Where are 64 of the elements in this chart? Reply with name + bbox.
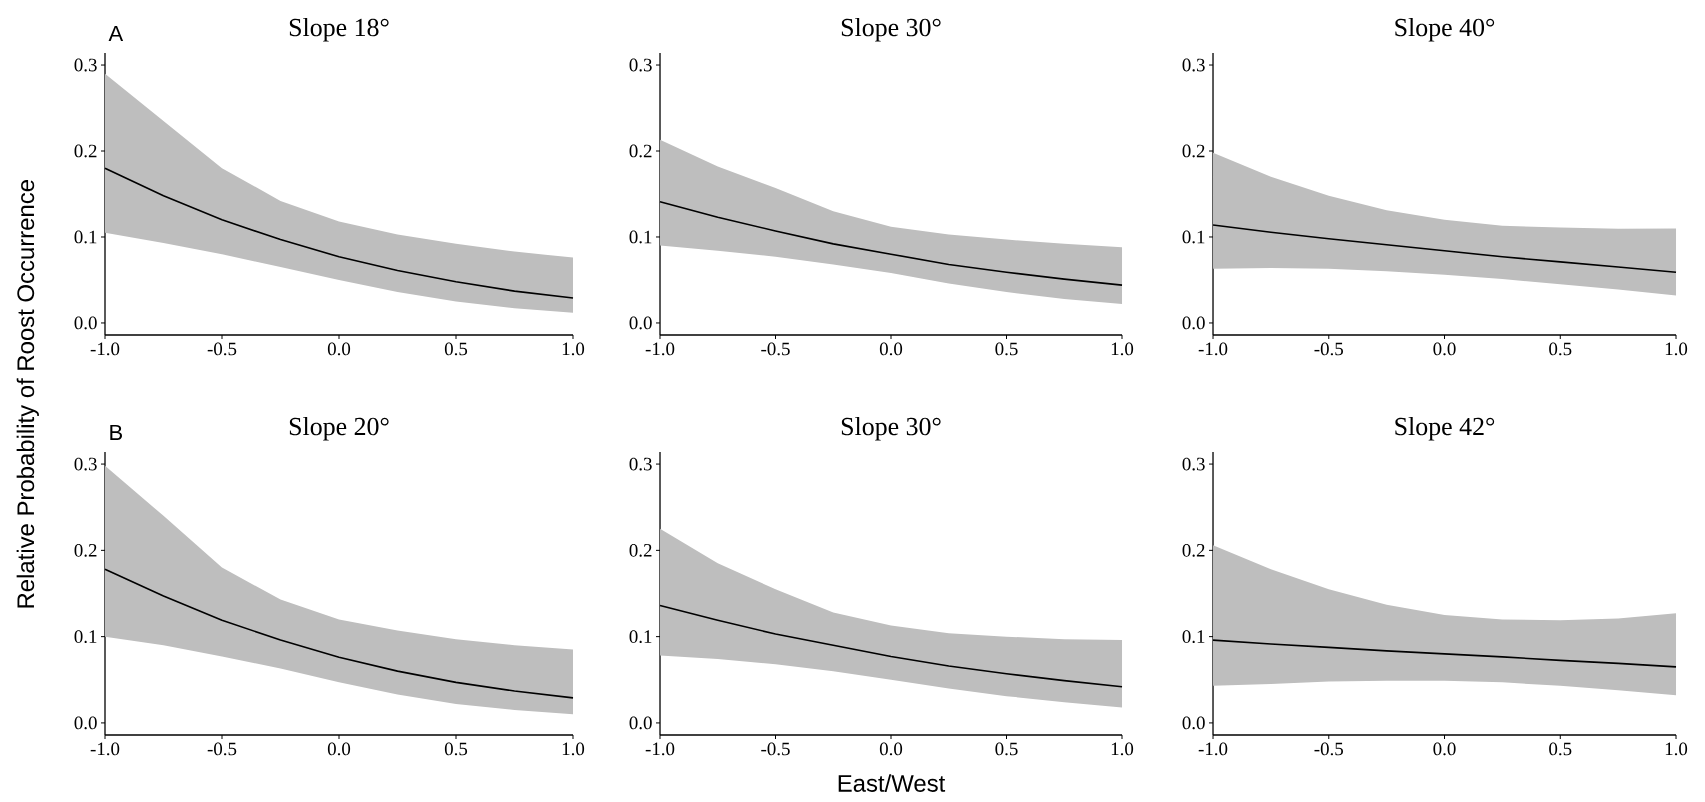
y-tick-label: 0.3 — [629, 58, 652, 72]
y-tick-label: 0.3 — [629, 457, 652, 471]
chart-title: Slope 42° — [1395, 417, 1495, 441]
x-tick-label: 0.5 — [444, 342, 468, 356]
x-tick-label: -0.5 — [207, 342, 237, 356]
x-tick-label: 1.0 — [1111, 742, 1134, 756]
x-tick-label: 0.5 — [995, 742, 1018, 756]
y-tick-label: 0.1 — [1182, 230, 1205, 244]
x-tick-label: -1.0 — [90, 742, 120, 756]
y-tick-label: 0.3 — [74, 58, 97, 72]
x-tick-label: -1.0 — [645, 342, 675, 356]
x-tick-label: 1.0 — [1111, 342, 1134, 356]
chart-title: Slope 18° — [289, 18, 389, 42]
y-tick-label: 0.0 — [629, 316, 652, 330]
x-tick-label: 0.5 — [1549, 742, 1572, 756]
x-tick-label: 1.0 — [1665, 742, 1688, 756]
y-tick-label: 0.2 — [629, 543, 652, 557]
x-tick-label: 0.5 — [1549, 342, 1572, 356]
text: B — [110, 424, 122, 440]
x-tick-label: 0.5 — [444, 742, 468, 756]
x-tick-label: -1.0 — [90, 342, 120, 356]
chart-title: Slope 20° — [289, 417, 389, 441]
x-tick-label: 1.0 — [1665, 342, 1688, 356]
text: A — [108, 25, 124, 42]
y-tick-label: 0.1 — [629, 630, 652, 644]
x-tick-label: -0.5 — [761, 742, 790, 756]
x-tick-label: 1.0 — [562, 742, 585, 756]
x-tick-label: -0.5 — [207, 742, 237, 756]
chart-title: Slope 40° — [1395, 18, 1495, 42]
y-tick-label: 0.3 — [74, 457, 97, 471]
x-tick-label: -1.0 — [1198, 742, 1228, 756]
x-tick-label: -0.5 — [1314, 742, 1343, 756]
x-tick-label: 0.0 — [1433, 742, 1456, 756]
x-tick-label: 0.0 — [879, 742, 903, 756]
y-tick-label: 0.2 — [1182, 144, 1205, 158]
x-tick-label: 0.0 — [327, 342, 351, 356]
x-tick-label: -1.0 — [645, 742, 675, 756]
x-tick-label: 0.5 — [995, 342, 1018, 356]
y-tick-label: 0.0 — [1182, 716, 1205, 730]
x-tick-label: -0.5 — [1314, 342, 1343, 356]
x-tick-label: -1.0 — [1198, 342, 1228, 356]
y-tick-label: 0.1 — [629, 230, 652, 244]
y-tick-label: 0.3 — [1182, 58, 1205, 72]
x-tick-label: -0.5 — [761, 342, 790, 356]
chart-title: Slope 30° — [841, 417, 941, 441]
y-tick-label: 0.2 — [74, 144, 97, 158]
y-tick-label: 0.1 — [74, 630, 97, 644]
chart-title: Slope 30° — [841, 18, 941, 42]
y-tick-label: 0.0 — [1182, 316, 1205, 330]
y-tick-label: 0.0 — [629, 716, 652, 730]
y-tick-label: 0.2 — [74, 543, 97, 557]
x-axis-title: East/West — [838, 774, 946, 792]
y-tick-label: 0.1 — [1182, 630, 1205, 644]
y-tick-label: 0.0 — [74, 316, 97, 330]
y-tick-label: 0.2 — [1182, 543, 1205, 557]
y-tick-label: 0.1 — [74, 230, 97, 244]
x-tick-label: 0.0 — [879, 342, 903, 356]
y-tick-label: 0.3 — [1182, 457, 1205, 471]
y-tick-label: 0.0 — [74, 716, 97, 730]
y-tick-label: 0.2 — [629, 144, 652, 158]
x-tick-label: 0.0 — [1433, 342, 1456, 356]
y-axis-title: Relative Probability of Roost Occurrence — [16, 180, 39, 608]
x-tick-label: 0.0 — [327, 742, 351, 756]
x-tick-label: 1.0 — [562, 342, 585, 356]
